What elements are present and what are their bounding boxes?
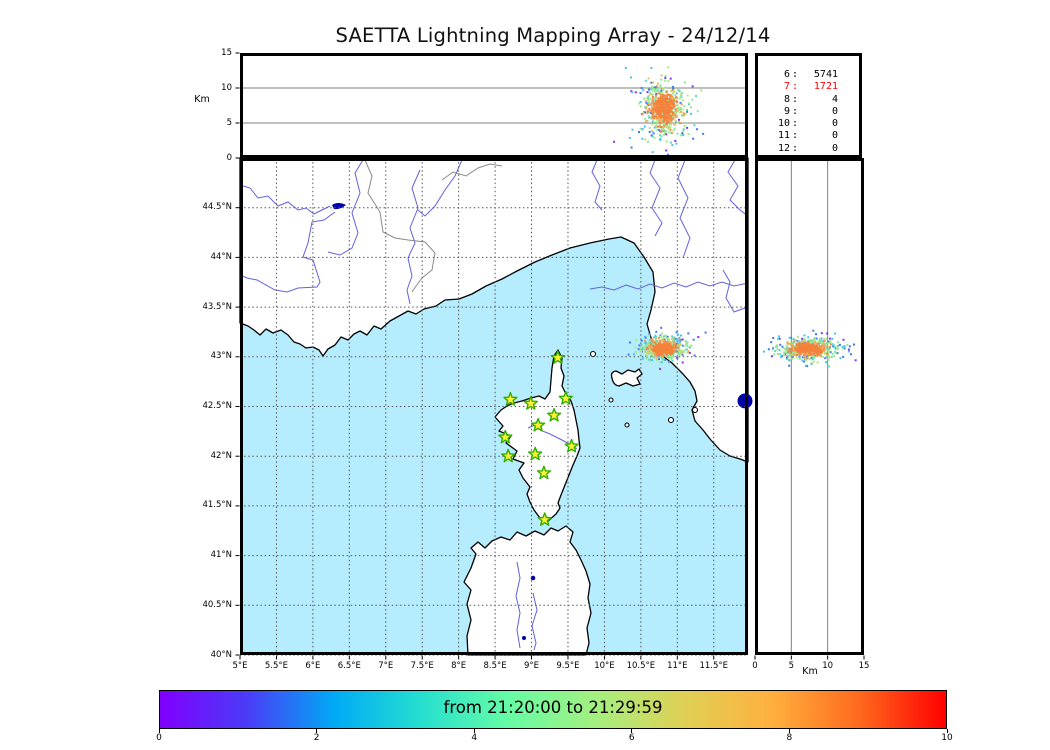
station-count-row: 10:0 — [777, 118, 838, 130]
lma-station-marker — [530, 417, 546, 432]
top-panel-km-tick-label: 10 — [221, 82, 232, 93]
colorbar-tick-label: 0 — [156, 733, 162, 743]
map-lon-tick-label: 11.5°E — [699, 661, 728, 671]
station-count-row: 7:1721 — [783, 81, 838, 93]
station-count-row: 12:0 — [777, 142, 838, 154]
lma-station-marker — [537, 512, 552, 526]
lma-station-marker — [550, 350, 565, 365]
station-count-row: 9:0 — [783, 105, 838, 117]
colorbar-tick-label: 4 — [471, 733, 478, 743]
colorbar-tick-label: 2 — [313, 733, 320, 743]
map-lon-tick-label: 6.5°E — [337, 661, 361, 671]
colorbar-tick-mark — [473, 729, 475, 733]
map-lat-tick-label: 42.5°N — [202, 401, 232, 411]
map-lon-tick-label: 8°E — [451, 661, 467, 671]
station-count-row: 6:5741 — [783, 69, 838, 80]
lma-station-marker — [503, 391, 518, 406]
top-panel-km-tick-label: 5 — [226, 117, 232, 128]
map-lat-tick-label: 40.5°N — [202, 599, 232, 610]
top-panel-km-axis-label: Km — [194, 94, 210, 105]
map-lat-tick-label: 43.5°N — [202, 301, 232, 312]
station-count-row: 11:0 — [777, 130, 838, 142]
map-lon-tick-label: 9.5°E — [556, 661, 580, 671]
map-lon-tick-label: 11°E — [667, 661, 688, 671]
colorbar-tick-mark — [316, 729, 318, 733]
right-panel-km-tick-label: 0 — [752, 661, 758, 671]
top-panel-km-tick-label: 15 — [221, 47, 232, 58]
station-count-stats-box: 6:5741 7:1721 8:4 9:0 10:0 11:0 12:0 — [755, 53, 862, 158]
lma-station-marker — [501, 448, 516, 463]
map-lon-tick-label: 9°E — [524, 661, 540, 671]
right-panel-km-tick-label: 10 — [822, 661, 834, 671]
page-title: SAETTA Lightning Mapping Array - 24/12/1… — [335, 24, 771, 47]
colorbar-tick-label: 10 — [941, 733, 953, 743]
colorbar-tick-mark — [946, 729, 948, 733]
time-window-label: from 21:20:00 to 21:29:59 — [443, 698, 663, 717]
lma-station-marker — [564, 438, 579, 453]
map-lon-tick-label: 7.5°E — [410, 661, 434, 671]
colorbar-tick-mark — [158, 729, 160, 733]
top-panel-km-tick-label: 0 — [226, 152, 232, 163]
colorbar-tick-label: 8 — [786, 733, 793, 743]
time-colorbar — [159, 690, 947, 729]
station-count-row: 8:4 — [783, 93, 838, 105]
right-panel-km-tick-label: 5 — [788, 661, 795, 671]
right-panel-km-axis-label: Km — [802, 666, 818, 677]
lma-station-marker — [558, 390, 573, 405]
colorbar-tick-mark — [631, 729, 633, 733]
map-lon-tick-label: 6°E — [305, 661, 321, 671]
right-panel-km-tick-label: 15 — [858, 661, 870, 671]
map-lon-tick-label: 7°E — [378, 661, 394, 671]
map-lon-tick-label: 5°E — [232, 661, 248, 671]
map-lon-tick-label: 5.5°E — [264, 661, 288, 671]
map-lat-tick-label: 44°N — [210, 251, 232, 262]
map-lat-tick-label: 41°N — [210, 550, 232, 561]
map-lon-tick-label: 8.5°E — [483, 661, 507, 671]
altitude-latitude-panel — [754, 158, 865, 660]
lma-station-marker — [498, 429, 513, 444]
map-lat-tick-label: 41.5°N — [202, 500, 232, 511]
lma-station-marker — [523, 395, 538, 410]
map-lat-tick-label: 44.5°N — [202, 202, 232, 213]
map-lat-tick-label: 42°N — [210, 450, 232, 461]
colorbar-tick-mark — [788, 729, 790, 733]
lma-station-marker — [536, 465, 552, 480]
map-panel — [235, 157, 753, 660]
map-lon-tick-label: 10.5°E — [626, 661, 656, 671]
lma-station-marker — [547, 407, 562, 422]
colorbar-tick-label: 6 — [628, 733, 635, 743]
lma-station-marker — [528, 446, 543, 461]
map-lat-tick-label: 43°N — [210, 351, 232, 362]
map-lat-tick-label: 40°N — [210, 649, 232, 660]
map-lon-tick-label: 10°E — [594, 661, 615, 671]
altitude-longitude-panel — [235, 52, 748, 159]
